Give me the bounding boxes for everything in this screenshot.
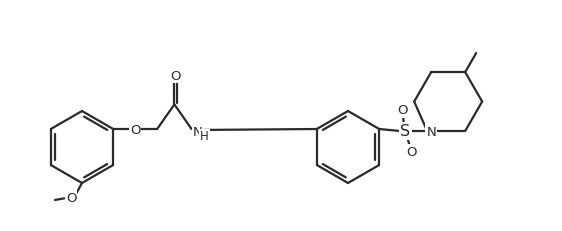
Text: N: N bbox=[427, 125, 436, 138]
Text: N: N bbox=[193, 125, 202, 138]
Text: H: H bbox=[200, 130, 209, 143]
Text: O: O bbox=[397, 104, 407, 117]
Text: O: O bbox=[130, 123, 140, 136]
Text: O: O bbox=[406, 146, 416, 159]
Text: O: O bbox=[170, 70, 180, 82]
Text: S: S bbox=[400, 124, 410, 139]
Text: O: O bbox=[66, 192, 76, 205]
